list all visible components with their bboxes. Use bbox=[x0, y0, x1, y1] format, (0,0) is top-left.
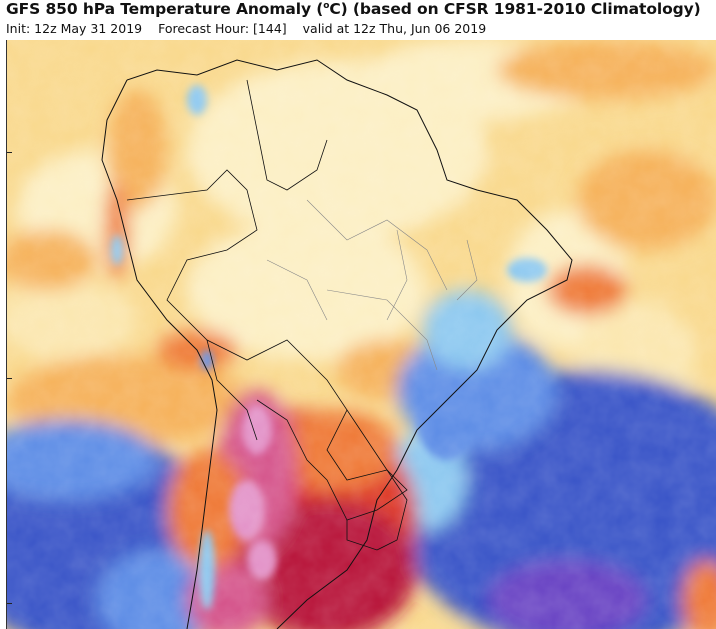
axis-tick bbox=[7, 378, 12, 379]
map-title: GFS 850 hPa Temperature Anomaly (oC) (ba… bbox=[6, 0, 701, 18]
axis-tick bbox=[7, 603, 12, 604]
valid-time: valid at 12z Thu, Jun 06 2019 bbox=[302, 21, 487, 36]
map-subtitle: Init: 12z May 31 2019 Forecast Hour: [14… bbox=[6, 21, 498, 36]
state-borders bbox=[266, 199, 478, 371]
south-america-coastline bbox=[101, 59, 573, 629]
anomaly-map bbox=[6, 40, 716, 629]
forecast-hour: Forecast Hour: [144] bbox=[158, 21, 287, 36]
noise-overlay bbox=[7, 40, 716, 629]
country-borders bbox=[126, 79, 408, 551]
coastlines bbox=[101, 59, 573, 629]
init-time: Init: 12z May 31 2019 bbox=[6, 21, 143, 36]
axis-tick bbox=[7, 152, 12, 153]
chart-header: GFS 850 hPa Temperature Anomaly (oC) (ba… bbox=[0, 0, 716, 40]
anomaly-field-svg bbox=[7, 40, 716, 629]
